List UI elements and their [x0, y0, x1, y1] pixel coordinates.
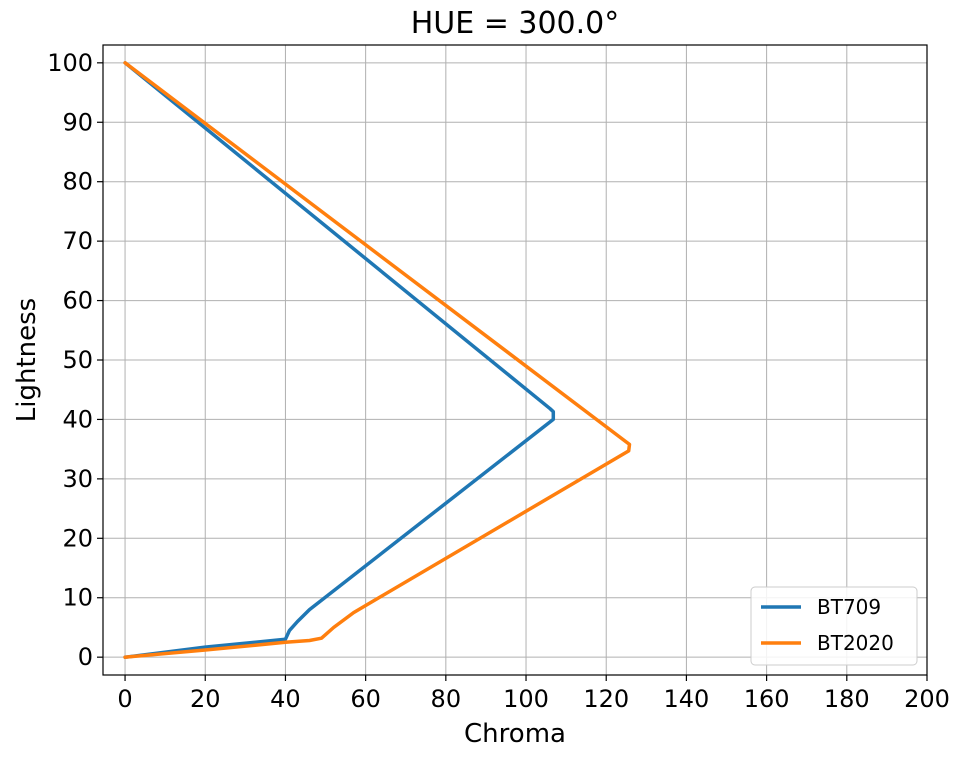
y-tick-label: 50	[62, 346, 93, 374]
x-tick-label: 200	[904, 685, 950, 713]
chart-title: HUE = 300.0°	[411, 6, 620, 41]
x-tick-label: 100	[503, 685, 549, 713]
x-tick-label: 0	[117, 685, 132, 713]
legend-label: BT709	[817, 595, 881, 619]
y-tick-label: 10	[62, 584, 93, 612]
x-tick-label: 120	[583, 685, 629, 713]
y-tick-label: 90	[62, 108, 93, 136]
y-tick-label: 40	[62, 405, 93, 433]
legend: BT709 BT2020	[750, 586, 918, 666]
series-line-bt2020	[123, 61, 632, 659]
y-tick-label: 20	[62, 524, 93, 552]
x-tick-label: 60	[350, 685, 381, 713]
y-tick-label: 30	[62, 465, 93, 493]
legend-label: BT2020	[817, 631, 894, 655]
y-axis-ticks: 0 10 20 30 40 50 60 70 80 90 100	[47, 49, 103, 671]
x-axis-label: Chroma	[464, 719, 566, 749]
y-tick-label: 80	[62, 168, 93, 196]
x-tick-label: 140	[664, 685, 710, 713]
y-tick-label: 60	[62, 287, 93, 315]
y-tick-label: 70	[62, 227, 93, 255]
x-tick-label: 40	[270, 685, 301, 713]
x-tick-label: 20	[190, 685, 221, 713]
x-tick-label: 160	[744, 685, 790, 713]
y-tick-label: 0	[78, 643, 93, 671]
x-axis-ticks: 0 20 40 60 80 100 120 140 160 180 200	[117, 675, 950, 713]
x-tick-label: 80	[431, 685, 462, 713]
x-tick-label: 180	[824, 685, 870, 713]
series-line-bt709	[123, 61, 556, 659]
y-tick-label: 100	[47, 49, 93, 77]
y-axis-label: Lightness	[12, 298, 42, 422]
series-layer	[123, 61, 632, 659]
